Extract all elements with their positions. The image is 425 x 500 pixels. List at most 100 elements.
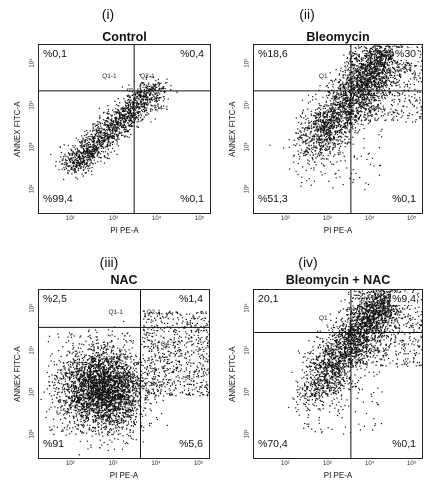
data-point xyxy=(144,95,146,97)
data-point xyxy=(411,103,413,105)
data-point xyxy=(122,126,124,129)
data-point xyxy=(353,100,355,102)
data-point xyxy=(71,168,73,171)
data-point xyxy=(354,115,357,117)
data-point xyxy=(346,167,348,169)
data-point xyxy=(299,136,301,138)
data-point xyxy=(372,84,374,86)
data-point xyxy=(367,61,369,63)
data-point xyxy=(134,97,136,99)
data-point xyxy=(365,86,367,88)
data-point xyxy=(150,85,152,87)
data-point xyxy=(358,72,360,75)
data-point xyxy=(339,130,341,132)
data-point xyxy=(113,121,115,123)
data-point xyxy=(316,116,318,118)
data-point xyxy=(83,145,86,147)
data-point xyxy=(127,124,129,126)
data-point xyxy=(394,72,396,74)
data-point xyxy=(116,122,118,124)
data-point xyxy=(347,68,349,70)
data-point xyxy=(363,93,365,95)
data-point xyxy=(129,97,131,99)
data-point xyxy=(305,135,307,137)
data-point xyxy=(94,148,96,150)
data-point xyxy=(352,91,354,93)
data-point xyxy=(344,62,346,64)
data-point xyxy=(380,93,382,95)
data-point xyxy=(376,79,378,81)
data-point xyxy=(363,94,365,97)
data-point xyxy=(139,102,141,104)
data-point xyxy=(389,74,391,76)
data-point xyxy=(319,148,321,150)
data-point xyxy=(67,152,70,154)
data-point xyxy=(88,348,90,350)
data-point xyxy=(112,412,114,414)
data-point xyxy=(128,125,130,127)
data-point xyxy=(351,82,353,84)
data-point xyxy=(149,94,151,96)
data-point xyxy=(332,126,334,128)
data-point xyxy=(384,95,386,97)
data-point xyxy=(335,139,337,141)
data-point xyxy=(111,386,113,388)
data-point xyxy=(380,52,382,55)
data-point xyxy=(104,124,107,126)
data-point xyxy=(129,102,131,104)
data-point xyxy=(72,165,74,167)
data-point xyxy=(352,80,354,82)
data-point xyxy=(316,156,318,158)
data-point xyxy=(382,58,384,60)
data-point xyxy=(100,127,102,129)
data-point xyxy=(357,89,359,91)
data-point xyxy=(116,153,118,156)
data-point xyxy=(301,127,303,129)
data-point xyxy=(127,109,130,111)
data-point xyxy=(393,98,395,101)
data-point xyxy=(380,62,382,64)
data-point xyxy=(367,78,369,80)
data-point xyxy=(375,119,377,121)
data-point xyxy=(341,95,343,97)
data-point xyxy=(327,122,330,124)
data-point xyxy=(391,49,393,51)
data-point xyxy=(78,402,80,404)
data-point xyxy=(374,71,376,73)
data-point xyxy=(143,103,145,105)
data-point xyxy=(346,94,348,96)
data-point xyxy=(132,112,134,114)
data-point xyxy=(151,88,153,90)
data-point xyxy=(355,81,357,83)
data-point xyxy=(357,45,359,47)
data-point xyxy=(344,69,346,71)
data-point xyxy=(75,161,77,163)
data-point xyxy=(334,109,336,111)
data-point xyxy=(89,158,91,160)
data-point xyxy=(85,151,87,153)
data-point xyxy=(356,71,358,73)
data-point xyxy=(405,59,407,61)
data-point xyxy=(77,387,79,390)
data-point xyxy=(312,146,314,148)
data-point xyxy=(130,134,132,136)
gate-label: Q4-1 xyxy=(154,104,169,112)
data-point xyxy=(83,168,85,170)
data-point xyxy=(176,91,178,93)
data-point xyxy=(378,52,380,54)
data-point xyxy=(132,382,135,384)
data-point xyxy=(362,116,365,118)
data-point xyxy=(86,133,88,135)
data-point xyxy=(68,404,70,406)
data-point xyxy=(304,152,306,154)
data-point xyxy=(375,69,378,71)
data-point xyxy=(352,118,354,120)
data-point xyxy=(50,153,52,155)
data-point xyxy=(128,96,130,98)
data-point xyxy=(369,99,371,101)
data-point xyxy=(377,92,379,94)
data-point xyxy=(357,113,360,115)
data-point xyxy=(318,155,321,157)
data-point xyxy=(127,130,129,132)
data-point xyxy=(124,124,126,126)
